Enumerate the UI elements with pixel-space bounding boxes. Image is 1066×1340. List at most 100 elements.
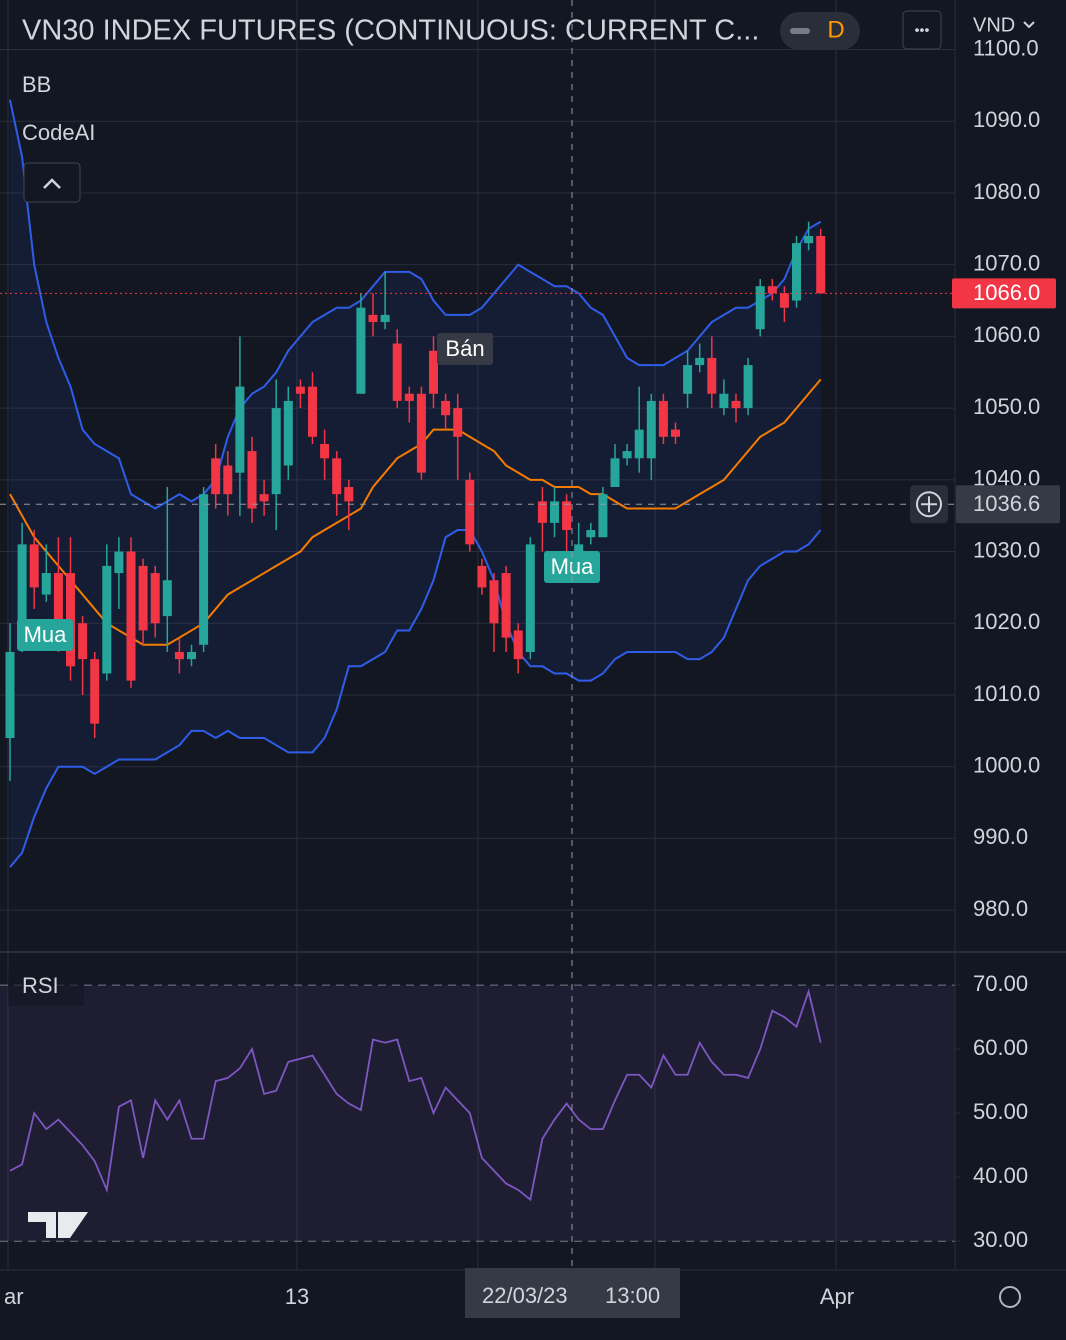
settings-icon[interactable] — [999, 1286, 1021, 1308]
candle-body — [695, 357, 705, 366]
crosshair-date: 22/03/23 — [482, 1283, 568, 1308]
candle-body — [610, 458, 620, 487]
candle-body — [211, 458, 221, 495]
last-price-label: 1066.0 — [973, 280, 1040, 305]
candle-body — [501, 573, 511, 638]
x-tick-label: Apr — [820, 1284, 854, 1309]
collapse-button[interactable] — [23, 162, 81, 203]
y-tick-label: 1020.0 — [973, 609, 1040, 634]
interval[interactable]: D — [827, 16, 844, 43]
y-tick-label: 1060.0 — [973, 322, 1040, 347]
symbol-title[interactable]: VN30 INDEX FUTURES (CONTINUOUS: CURRENT … — [22, 15, 759, 47]
band-fill — [10, 99, 821, 868]
add-icon — [921, 496, 937, 513]
rsi-line — [9, 988, 822, 1202]
candle-body — [804, 235, 814, 244]
candle-body — [537, 501, 547, 523]
candle-body — [187, 651, 196, 660]
candle-body — [658, 400, 668, 437]
candle-body — [731, 400, 741, 409]
signal-box — [437, 333, 493, 365]
candle-body — [283, 400, 293, 466]
candle-body — [671, 429, 680, 437]
candle-body — [114, 551, 124, 574]
candle-body — [332, 458, 342, 495]
candle-body — [404, 393, 414, 401]
collapse-icon — [43, 178, 61, 189]
candle-body — [247, 451, 257, 509]
candle-body — [513, 630, 523, 660]
crosshair-time-box — [465, 1268, 680, 1318]
candle-body — [683, 365, 693, 394]
candle-body — [392, 343, 402, 401]
y-tick-label: 60.00 — [973, 1035, 1028, 1060]
candle-body — [102, 565, 112, 674]
y-tick-label: 980.0 — [973, 896, 1028, 921]
candle-body — [174, 651, 184, 660]
candle-body — [162, 580, 172, 617]
minimize-icon — [790, 28, 810, 34]
candle-body — [29, 544, 39, 588]
rsi-title[interactable]: RSI — [22, 973, 59, 998]
y-tick-label: 1070.0 — [973, 250, 1040, 275]
logo — [28, 1212, 88, 1238]
y-tick-label: 50.00 — [973, 1099, 1028, 1124]
indicator-label[interactable]: CodeAI — [22, 120, 95, 145]
candle-body — [550, 501, 559, 523]
candle-body — [199, 494, 209, 645]
add-icon — [916, 491, 942, 518]
more-button[interactable] — [902, 10, 942, 50]
candle-body — [17, 544, 27, 624]
candle-body — [223, 465, 233, 495]
rsi-label-bg — [8, 970, 84, 1006]
indicator-label[interactable]: BB — [22, 72, 51, 97]
candle-body — [416, 393, 426, 473]
candle-body — [235, 386, 245, 473]
candle-body — [767, 286, 777, 294]
bb-line — [9, 378, 822, 646]
y-tick-label: 1030.0 — [973, 537, 1040, 562]
candle-body — [489, 580, 499, 624]
candle-body — [646, 400, 656, 459]
candle-body — [53, 573, 63, 624]
rsi-band — [0, 985, 955, 1242]
candle-body — [598, 494, 608, 538]
bb-line — [9, 99, 822, 510]
x-tick-label: 13 — [285, 1284, 309, 1309]
crosshair-time: 13:00 — [605, 1283, 660, 1308]
candle-body — [792, 243, 801, 301]
candle-body — [634, 429, 644, 459]
candle-body — [295, 386, 305, 394]
candle-body — [586, 530, 596, 538]
candle-body — [320, 443, 330, 459]
candle-body — [465, 479, 475, 545]
candle-body — [816, 235, 826, 294]
candle-body — [368, 314, 378, 323]
candle-body — [308, 386, 317, 437]
candle-body — [271, 408, 281, 495]
candle-body — [259, 494, 269, 502]
candle-body — [525, 544, 535, 652]
grid — [0, 0, 960, 1270]
x-tick-label: ar — [4, 1284, 24, 1309]
y-tick-label: 1090.0 — [973, 107, 1040, 132]
y-tick-label: 1080.0 — [973, 179, 1040, 204]
plot — [0, 99, 955, 1202]
candle-body — [380, 314, 390, 323]
candle-body — [5, 651, 15, 739]
candle-body — [90, 659, 100, 724]
more-icon: ••• — [915, 22, 930, 38]
candle-body — [138, 565, 148, 631]
currency[interactable]: VND — [973, 14, 1015, 36]
crosshair-price: 1036.6 — [973, 491, 1040, 516]
candle-body — [429, 350, 438, 394]
candle-body — [344, 487, 354, 502]
candle-body — [779, 293, 789, 308]
bb-line — [9, 529, 822, 868]
interval-pill[interactable] — [780, 12, 860, 50]
candle-body — [562, 501, 572, 531]
candle-body — [755, 286, 765, 330]
y-tick-label: 1000.0 — [973, 753, 1040, 778]
candle-body — [126, 551, 136, 681]
y-tick-label: 40.00 — [973, 1163, 1028, 1188]
